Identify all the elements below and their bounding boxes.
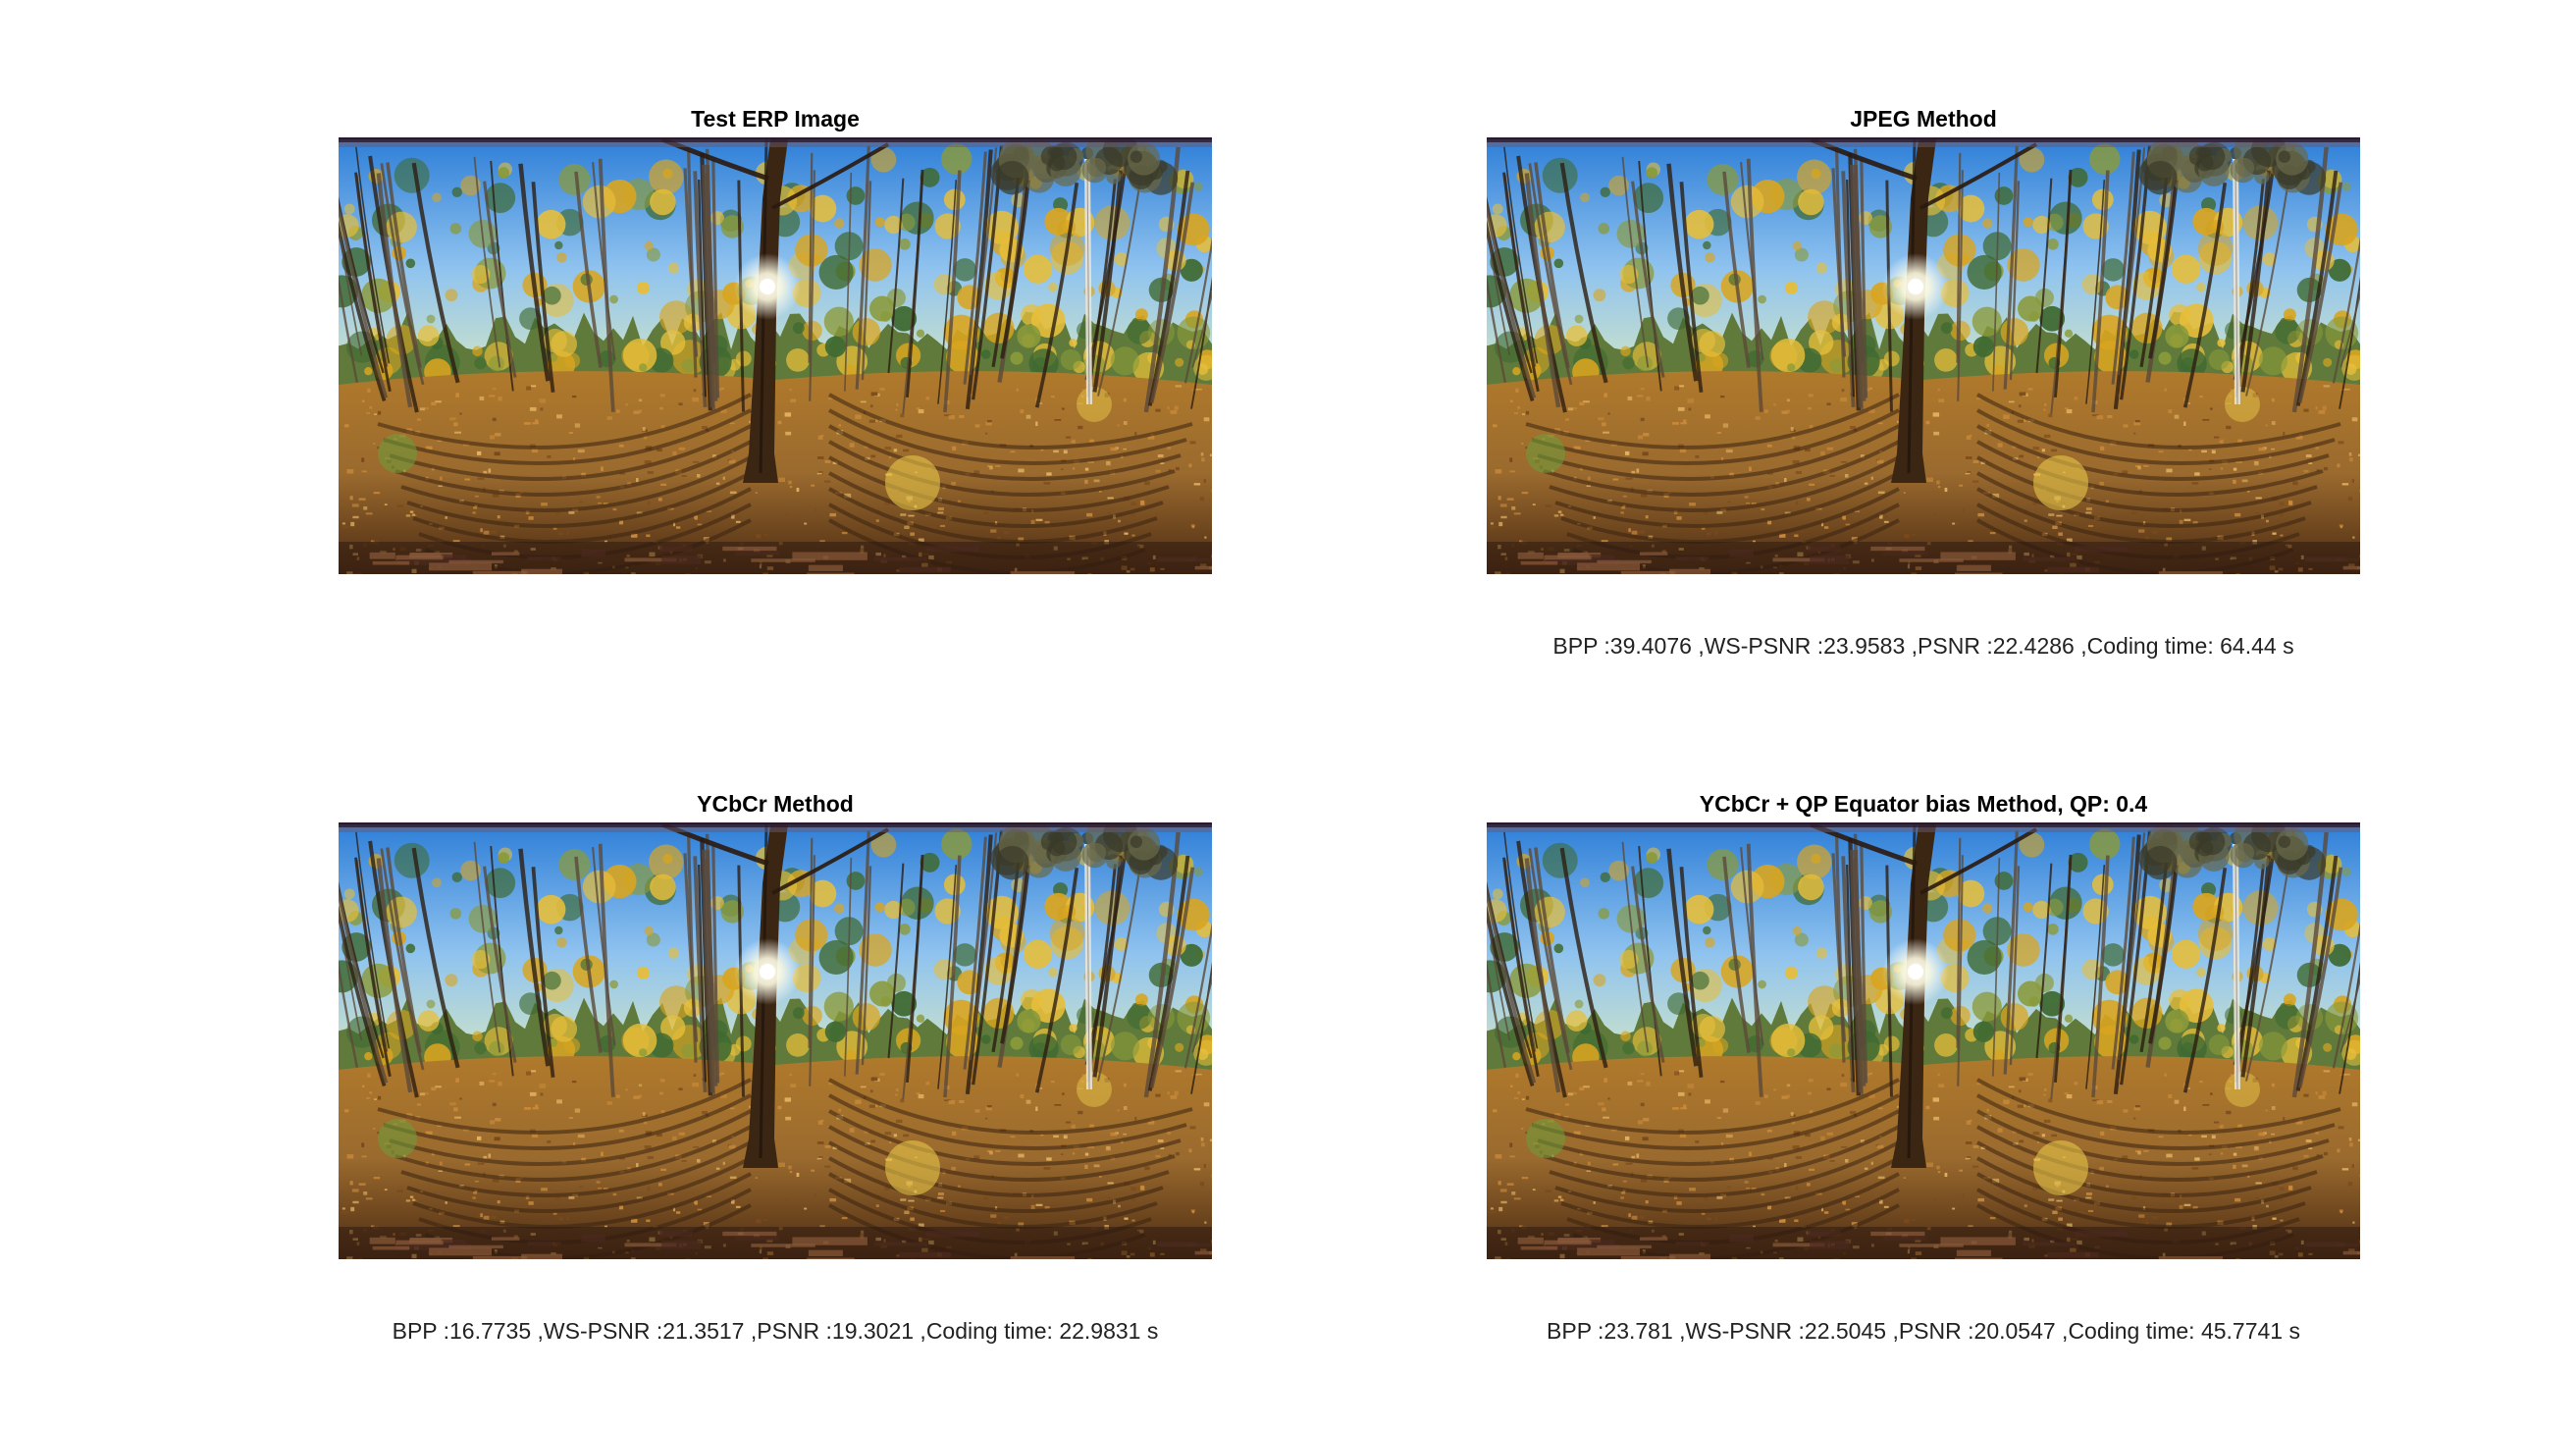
erp-forest-image <box>339 822 1212 1259</box>
panel-title: YCbCr Method <box>697 791 854 817</box>
erp-forest-image <box>1487 822 2360 1259</box>
metrics-caption: BPP :39.4076 ,WS-PSNR :23.9583 ,PSNR :22… <box>1552 633 2294 659</box>
erp-forest-image <box>339 137 1212 574</box>
erp-forest-image <box>1487 137 2360 574</box>
panel-title: YCbCr + QP Equator bias Method, QP: 0.4 <box>1699 791 2148 817</box>
panel-title: Test ERP Image <box>691 106 860 132</box>
metrics-caption: BPP :16.7735 ,WS-PSNR :21.3517 ,PSNR :19… <box>392 1318 1159 1344</box>
metrics-caption: BPP :23.781 ,WS-PSNR :22.5045 ,PSNR :20.… <box>1547 1318 2300 1344</box>
panel-title: JPEG Method <box>1850 106 1997 132</box>
